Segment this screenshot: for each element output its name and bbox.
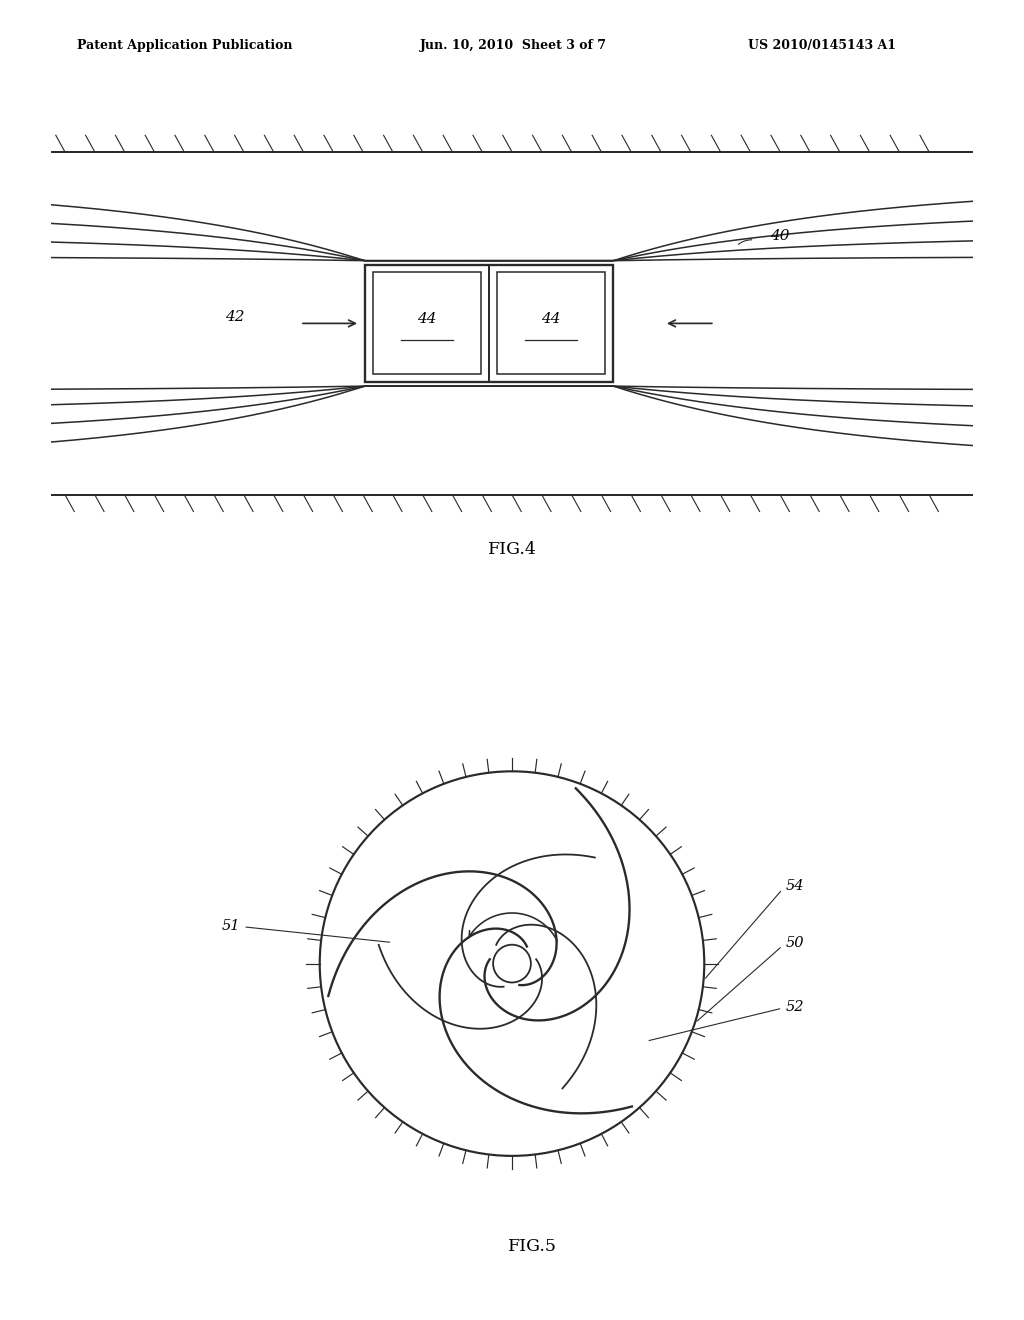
Text: 54: 54 xyxy=(706,879,804,978)
Bar xyxy=(498,272,605,375)
Text: Jun. 10, 2010  Sheet 3 of 7: Jun. 10, 2010 Sheet 3 of 7 xyxy=(420,38,607,51)
Bar xyxy=(373,272,480,375)
Text: FIG.5: FIG.5 xyxy=(508,1238,557,1255)
Text: 51: 51 xyxy=(222,920,390,942)
Text: 40: 40 xyxy=(770,228,790,243)
Text: 44: 44 xyxy=(417,313,436,326)
Bar xyxy=(365,265,613,381)
Text: 52: 52 xyxy=(649,1001,804,1040)
Text: US 2010/0145143 A1: US 2010/0145143 A1 xyxy=(748,38,896,51)
Text: Patent Application Publication: Patent Application Publication xyxy=(77,38,292,51)
Text: 50: 50 xyxy=(697,936,804,1022)
Text: FIG.4: FIG.4 xyxy=(487,541,537,557)
Text: 44: 44 xyxy=(542,313,561,326)
Text: 42: 42 xyxy=(225,310,245,323)
